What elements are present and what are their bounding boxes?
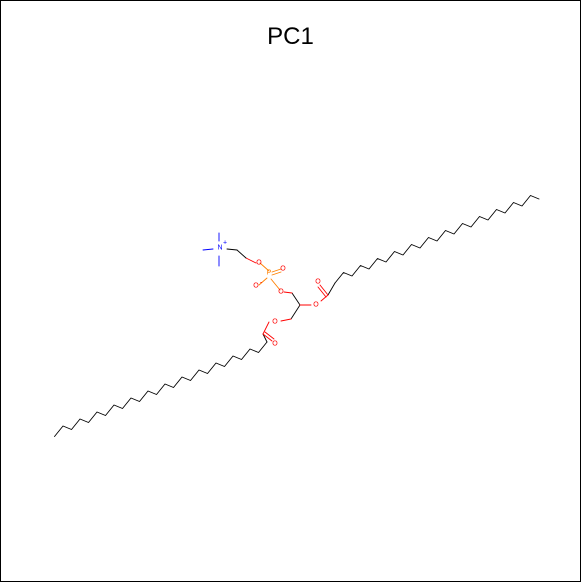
oxygen-phosphate-anion: O — [253, 283, 259, 290]
sn2-carbonyl-double-b — [317, 286, 327, 298]
oxygen-phosphoester-upper: O — [256, 260, 262, 267]
phosphorus-atom: P — [267, 270, 272, 277]
n-methyl-left — [202, 248, 214, 251]
p-double-o-a — [271, 268, 282, 273]
sn2-carbonyl-double-a — [319, 284, 329, 296]
oxygen-carbonyl-sn2: O — [315, 279, 321, 286]
glycerol-c2-c3 — [291, 292, 301, 306]
o-ch2 — [245, 257, 257, 264]
sn1-o-carbonyl — [262, 321, 270, 335]
glycerol-c3-o — [283, 291, 293, 294]
bond-lines — [54, 195, 540, 437]
sn1-carbonyl-double-a — [262, 333, 273, 342]
oxygen-phosphoester-lower: O — [278, 289, 284, 296]
nitrogen-charge: + — [223, 240, 227, 247]
lower-acyl-chain — [54, 341, 268, 437]
p-o-bridge-upper — [259, 262, 270, 272]
choline-ch2-n — [226, 248, 238, 251]
sn2-carbonyl-chain — [327, 282, 336, 296]
oxygen-ester-sn2: O — [313, 302, 319, 309]
sn1-carbonyl-chain — [262, 333, 268, 343]
oxygen-phosphoryl: O — [280, 266, 286, 273]
p-double-o-b — [271, 271, 282, 276]
oxygen-ester-sn1: O — [272, 319, 278, 326]
sn1-carbonyl-double-b — [264, 331, 275, 340]
glycerol-c1-o — [280, 318, 292, 322]
molecule-title: PC1 — [267, 23, 314, 50]
p-o-minus — [258, 277, 268, 286]
sn2-o-carbonyl — [320, 294, 329, 302]
o-p-bridge-lower — [270, 278, 281, 291]
oxygen-carbonyl-sn1: O — [272, 341, 278, 348]
glycerol-c1-c2 — [290, 304, 301, 320]
nitrogen-atom: N — [217, 245, 222, 252]
choline-ch2-ch2 — [236, 249, 247, 259]
upper-acyl-chain — [334, 195, 540, 284]
oxygen-anion-charge: - — [260, 280, 263, 287]
